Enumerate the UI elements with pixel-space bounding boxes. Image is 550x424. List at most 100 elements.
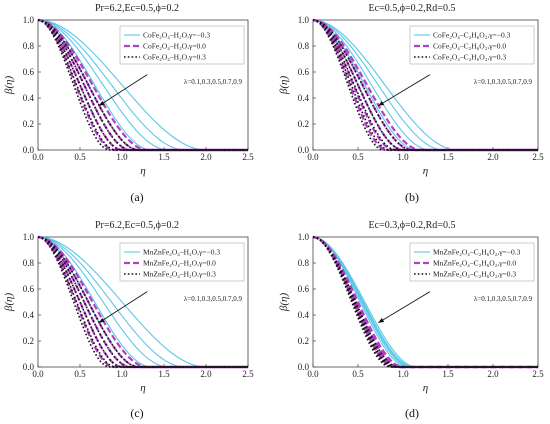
panel-d-x-tick-label: 0.5 xyxy=(352,369,364,379)
panel-a-y-tick-label: 0.6 xyxy=(23,67,35,77)
panel-c-arrow-line xyxy=(98,291,148,324)
panel-a-y-tick-label: 0.0 xyxy=(23,145,35,155)
panel-d-title: Ec=0.3,ϕ=0.2,Rd=0.5 xyxy=(369,220,456,231)
panel-c-x-tick-label: 2.5 xyxy=(242,369,254,379)
panel-b-x-tick-label: 1.5 xyxy=(442,152,454,162)
panel-b-x-axis-label: η xyxy=(423,165,428,177)
panel-a-y-tick-label: 0.2 xyxy=(23,119,34,129)
panel-a-legend-entry: CoFe₂O₄–H₂O,γ=0.0 xyxy=(143,42,206,51)
panel-c-x-tick-label: 2.0 xyxy=(200,369,212,379)
panel-d-x-tick-label: 2.5 xyxy=(532,369,544,379)
panel-a-x-axis-label: η xyxy=(140,165,145,177)
panel-b-x-tick-label: 1.0 xyxy=(397,152,409,162)
panel-d-legend-entry: MnZnFe₂O₄–C₂H₆O₂,γ=−0.3 xyxy=(433,248,521,257)
panel-d-legend-entry: MnZnFe₂O₄–C₂H₆O₂,γ=0.0 xyxy=(433,259,516,268)
panel-b-y-axis-label: β(η) xyxy=(278,76,290,96)
panel-c-annotation: λ=0.1,0.3,0.5,0.7,0.9 xyxy=(184,295,243,303)
panel-c-y-axis-label: β(η) xyxy=(3,293,15,313)
panel-c-curve-gamma-1-lambda-0 xyxy=(37,235,248,369)
panel-a-arrow-line xyxy=(98,74,148,107)
panel-a: Pr=6.2,Ec=0.5,ϕ=0.2 0.0 0.5 1.0 1.5 2.0 2.5 0.… xyxy=(3,3,254,204)
panel-d-y-tick-label: 1.0 xyxy=(298,232,310,242)
panel-b-curve-gamma-2-lambda-4 xyxy=(312,19,538,151)
panel-c-y-tick-label: 0.6 xyxy=(23,284,35,294)
panel-a-x-tick-label: 1.0 xyxy=(116,152,128,162)
panel-c-curve-gamma-2-lambda-2 xyxy=(37,236,248,368)
panel-b-legend-entry: CoFe₂O₄–C₂H₆O₂,γ=−0.3 xyxy=(433,31,511,40)
panel-a-annotation: λ=0.1,0.3,0.5,0.7,0.9 xyxy=(184,78,243,86)
panel-b-y-tick-label: 0.4 xyxy=(298,93,310,103)
panel-b-x-tick-label: 0.5 xyxy=(352,152,364,162)
panel-c-legend xyxy=(119,242,245,282)
panel-c-y-tick-label: 1.0 xyxy=(23,232,35,242)
panel-d-x-tick-label: 2.0 xyxy=(487,369,499,379)
panel-a-x-tick-label: 2.0 xyxy=(200,152,212,162)
panel-b-title: Ec=0.5,ϕ=0.2,Rd=0.5 xyxy=(369,3,456,14)
panel-a-x-tick-label: 0.5 xyxy=(74,152,86,162)
panel-a-legend-entry: CoFe₂O₄–H₂O,γ=0.3 xyxy=(143,53,206,62)
panel-d-y-tick-label: 0.0 xyxy=(298,362,310,372)
panel-d-y-tick-label: 0.2 xyxy=(298,336,309,346)
panel-b-x-tick-label: 0.0 xyxy=(307,152,319,162)
panel-a-x-tick-label: 2.5 xyxy=(242,152,254,162)
panel-b-label: (b) xyxy=(405,190,419,204)
panel-a-legend xyxy=(119,25,245,65)
panel-c-x-tick-label: 0.0 xyxy=(32,369,44,379)
panel-c-y-tick-label: 0.0 xyxy=(23,362,35,372)
panel-d-y-tick-label: 0.6 xyxy=(298,284,310,294)
panel-b-legend-entry: CoFe₂O₄–C₂H₆O₂,γ=0.0 xyxy=(433,42,506,51)
panel-c-label: (c) xyxy=(130,406,143,420)
panel-c-legend-entry: MnZnFe₂O₄–H₂O,γ=−0.3 xyxy=(143,248,220,257)
panel-a-curve-gamma-1-lambda-0 xyxy=(37,18,248,152)
panel-c-curve-gamma-2-lambda-4 xyxy=(37,236,248,368)
panel-b-y-tick-label: 1.0 xyxy=(298,15,310,25)
panel-a-label: (a) xyxy=(130,190,143,204)
panel-c: Pr=6.2,Ec=0.5,ϕ=0.2 0.0 0.5 1.0 1.5 2.0 2.50.… xyxy=(3,220,254,420)
panel-c-arrow-head xyxy=(98,317,105,323)
panel-b-y-tick-label: 0.2 xyxy=(298,119,309,129)
panel-b-curve-gamma-2-lambda-0 xyxy=(312,19,538,151)
panel-b-plot: 0.0 0.5 1.0 1.5 2.0 2.5 0.0 0.2 0.4 0.6 0.8 1.0 η β(η… xyxy=(278,15,544,177)
panel-d-x-axis-label: η xyxy=(423,382,428,394)
panel-d-x-tick-label: 1.5 xyxy=(442,369,454,379)
panel-c-y-tick-label: 0.2 xyxy=(23,336,34,346)
panel-b-y-tick-label: 0.8 xyxy=(298,41,310,51)
panel-d-curve-gamma-2-lambda-4 xyxy=(312,236,538,368)
panel-b-legend-entry: CoFe₂O₄–C₂H₆O₂,γ=0.3 xyxy=(433,53,506,62)
panel-c-y-tick-label: 0.8 xyxy=(23,258,35,268)
panel-d-x-tick-label: 0.0 xyxy=(307,369,319,379)
panel-c-legend-entry: MnZnFe₂O₄–H₂O,γ=0.0 xyxy=(143,259,216,268)
panel-c-x-tick-label: 1.0 xyxy=(116,369,128,379)
panel-d-x-tick-label: 1.0 xyxy=(397,369,409,379)
panel-b-arrow-line xyxy=(378,74,431,107)
panel-c-x-axis-label: η xyxy=(140,382,145,394)
panel-c-curve-gamma-2-lambda-3 xyxy=(37,236,248,368)
panel-b-x-tick-label: 2.0 xyxy=(487,152,499,162)
panel-b: Ec=0.5,ϕ=0.2,Rd=0.5 0.0 0.5 1.0 1.5 2.0 2.50.… xyxy=(278,3,544,204)
panel-c-legend-entry: MnZnFe₂O₄–H₂O,γ=0.3 xyxy=(143,270,216,279)
panel-c-plot: 0.0 0.5 1.0 1.5 2.0 2.5 0.0 0.2 0.4 0.6 0.8 1.0 η β(η… xyxy=(3,232,254,394)
panel-c-x-tick-label: 1.5 xyxy=(158,369,170,379)
panel-b-y-tick-label: 0.6 xyxy=(298,67,310,77)
panel-d-annotation: λ=0.1,0.3,0.5,0.7,0.9 xyxy=(474,295,533,303)
panel-a-x-tick-label: 0.0 xyxy=(32,152,44,162)
panel-a-curve-gamma-2-lambda-2 xyxy=(37,19,248,151)
panel-b-x-tick-label: 2.5 xyxy=(532,152,544,162)
panel-c-y-tick-label: 0.4 xyxy=(23,310,35,320)
panel-d-label: (d) xyxy=(405,406,419,420)
panel-d-arrow-line xyxy=(378,291,431,324)
panel-a-legend-entry: CoFe₂O₄–H₂O,γ=−0.3 xyxy=(143,31,210,40)
panel-a-y-tick-label: 0.4 xyxy=(23,93,35,103)
panel-d-y-axis-label: β(η) xyxy=(278,293,290,313)
panel-b-y-tick-label: 0.0 xyxy=(298,145,310,155)
panel-d-plot: 0.0 0.5 1.0 1.5 2.0 2.5 0.0 0.2 0.4 0.6 0.8 1.0 η β(η… xyxy=(278,232,544,394)
panel-a-x-tick-label: 1.5 xyxy=(158,152,170,162)
panel-a-title: Pr=6.2,Ec=0.5,ϕ=0.2 xyxy=(95,3,179,14)
panel-d-legend xyxy=(409,242,535,282)
panel-b-legend xyxy=(409,25,535,65)
panel-d-arrow-head xyxy=(378,317,385,323)
panel-d-y-tick-label: 0.8 xyxy=(298,258,310,268)
panel-c-x-tick-label: 0.5 xyxy=(74,369,86,379)
panel-d: Ec=0.3,ϕ=0.2,Rd=0.5 0.0 0.5 1.0 1.5 2.0 2.5 0.… xyxy=(278,220,544,420)
